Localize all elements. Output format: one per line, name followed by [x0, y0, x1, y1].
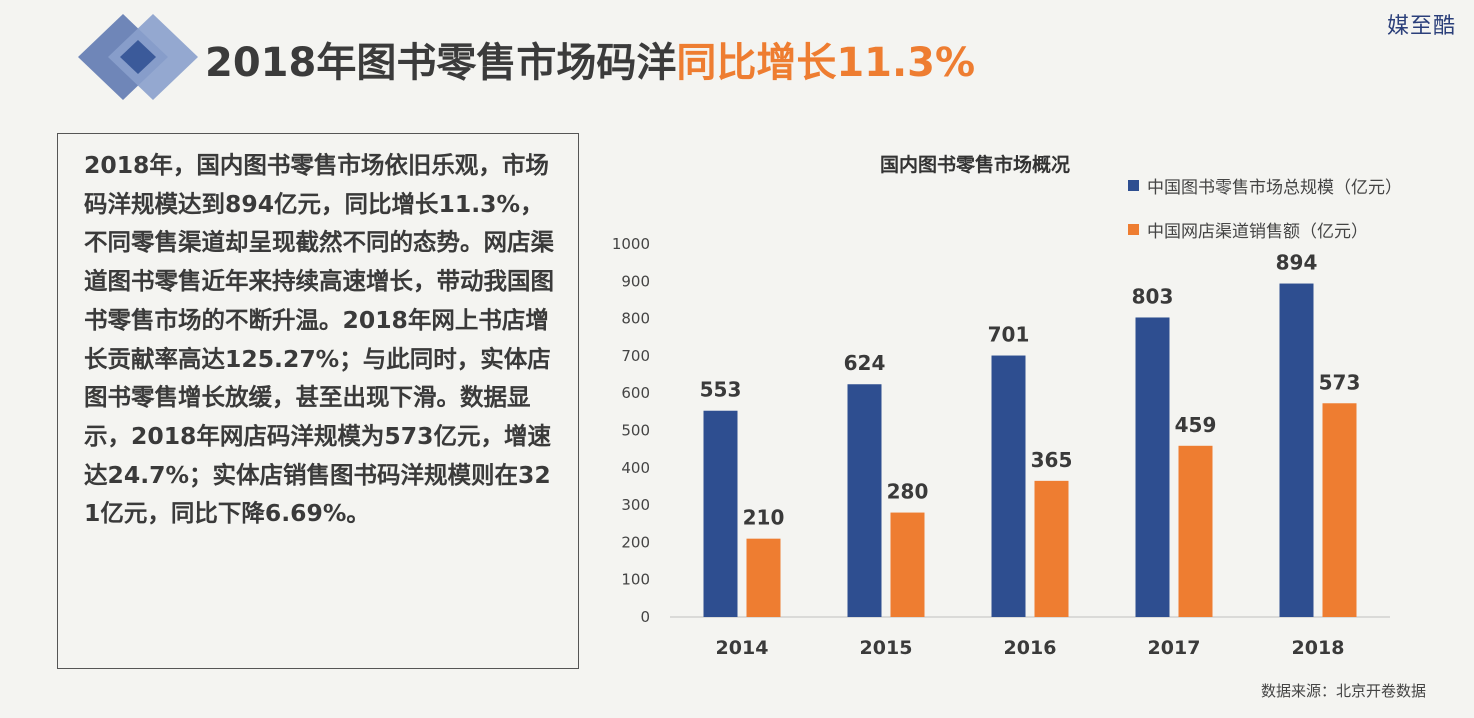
- bar-total: [703, 410, 738, 617]
- y-tick-label: 200: [621, 533, 650, 551]
- x-tick-label: 2015: [860, 637, 913, 659]
- data-label: 701: [988, 323, 1030, 347]
- diamond-logo-icon: [78, 14, 198, 100]
- y-tick-label: 800: [621, 310, 650, 328]
- data-source: 数据来源：北京开卷数据: [1260, 682, 1426, 700]
- y-tick-label: 1000: [612, 235, 650, 253]
- y-tick-label: 0: [640, 608, 650, 626]
- data-label: 573: [1319, 370, 1361, 394]
- y-tick-label: 300: [621, 496, 650, 514]
- data-label: 459: [1175, 413, 1217, 437]
- title-highlight: 同比增长11.3%: [676, 40, 976, 86]
- chart-title: 国内图书零售市场概况: [880, 154, 1071, 176]
- data-label: 210: [743, 506, 785, 530]
- bar-online: [746, 538, 781, 617]
- description-text: 2018年，国内图书零售市场依旧乐观，市场码洋规模达到894亿元，同比增长11.…: [84, 151, 554, 528]
- x-tick-label: 2018: [1292, 637, 1345, 659]
- bar-online: [1178, 445, 1213, 617]
- bar-total: [1135, 317, 1170, 617]
- legend-swatch-blue: [1128, 179, 1139, 191]
- title-main: 2018年图书零售市场码洋: [205, 40, 677, 86]
- x-tick-label: 2016: [1004, 637, 1057, 659]
- bar-online: [890, 512, 925, 617]
- bar-total: [991, 355, 1026, 617]
- bar-total: [847, 384, 882, 617]
- legend-swatch-orange: [1128, 223, 1139, 235]
- legend-item-total: 中国图书零售市场总规模（亿元）: [1128, 172, 1402, 198]
- legend-item-online: 中国网店渠道销售额（亿元）: [1128, 216, 1402, 242]
- data-label: 624: [844, 351, 886, 375]
- legend-label-total: 中国图书零售市场总规模（亿元）: [1147, 177, 1402, 198]
- chart-legend: 中国图书零售市场总规模（亿元） 中国网店渠道销售额（亿元）: [1128, 172, 1402, 260]
- y-tick-label: 100: [621, 571, 650, 589]
- x-tick-label: 2017: [1148, 637, 1201, 659]
- y-tick-label: 400: [621, 459, 650, 477]
- data-label: 280: [887, 480, 929, 504]
- y-tick-label: 900: [621, 272, 650, 290]
- legend-label-online: 中国网店渠道销售额（亿元）: [1147, 221, 1368, 242]
- bar-online: [1034, 480, 1069, 617]
- bar-total: [1279, 283, 1314, 617]
- data-label: 553: [700, 378, 742, 402]
- data-label: 365: [1031, 448, 1073, 472]
- x-tick-label: 2014: [716, 637, 769, 659]
- data-label: 803: [1132, 284, 1174, 308]
- data-label: 894: [1276, 251, 1318, 275]
- y-tick-label: 600: [621, 384, 650, 402]
- y-tick-label: 700: [621, 347, 650, 365]
- y-tick-label: 500: [621, 422, 650, 440]
- bar-online: [1322, 403, 1357, 617]
- brand-logo-text: 媒至酷: [1386, 14, 1456, 39]
- bar-chart: 0 100 200 300 400 500 600 700 800 900 1000 553 210 20…: [612, 235, 1390, 659]
- description-box: 2018年，国内图书零售市场依旧乐观，市场码洋规模达到894亿元，同比增长11.…: [57, 133, 579, 669]
- page-title: 2018年图书零售市场码洋同比增长11.3%: [205, 30, 975, 88]
